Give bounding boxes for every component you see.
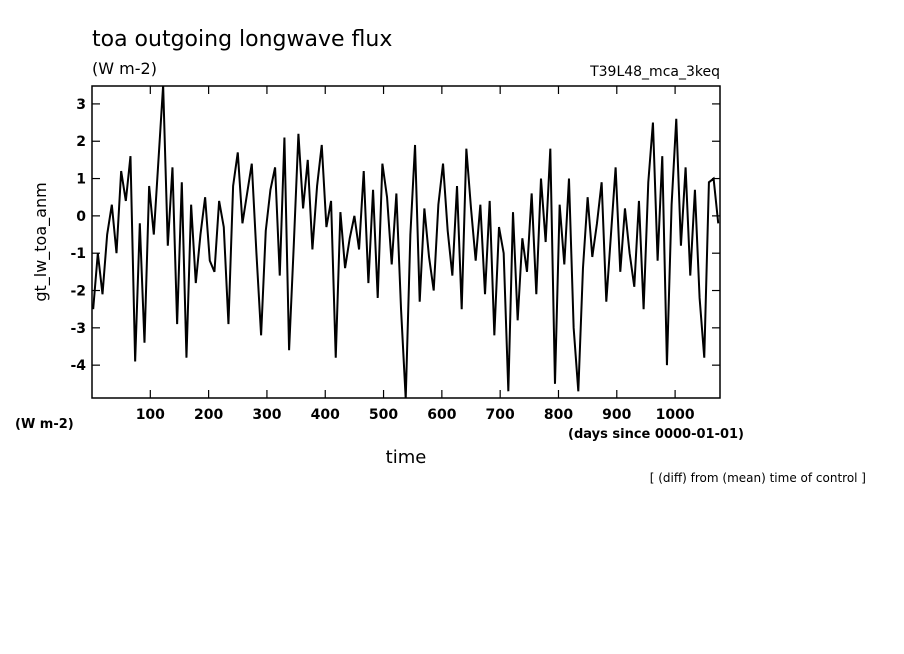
chart-title: toa outgoing longwave flux bbox=[92, 27, 392, 52]
y-tick-label: 3 bbox=[76, 97, 86, 113]
footnote: [ (diff) from (mean) time of control ] bbox=[650, 471, 866, 485]
y-tick-label: 2 bbox=[76, 134, 86, 150]
x-tick-label: 900 bbox=[602, 407, 631, 423]
y-tick-label: -4 bbox=[70, 358, 86, 374]
x-tick-label: 300 bbox=[252, 407, 281, 423]
x-tick-label: 200 bbox=[194, 407, 223, 423]
x-tick-label: 500 bbox=[369, 407, 398, 423]
x-tick-label: 600 bbox=[427, 407, 456, 423]
y-tick-label: 1 bbox=[76, 172, 86, 188]
run-label: T39L48_mca_3keq bbox=[589, 64, 720, 80]
x-units: (days since 0000-01-01) bbox=[568, 427, 744, 442]
y-units: (W m-2) bbox=[15, 417, 74, 432]
y-tick-label: -3 bbox=[70, 321, 86, 337]
x-tick-label: 700 bbox=[486, 407, 515, 423]
x-tick-label: 400 bbox=[311, 407, 340, 423]
data-line bbox=[92, 86, 720, 398]
y-tick-label: 0 bbox=[76, 209, 86, 225]
y-tick-label: -2 bbox=[70, 284, 86, 300]
x-tick-label: 100 bbox=[136, 407, 165, 423]
x-tick-label: 800 bbox=[544, 407, 573, 423]
y-axis-label: gt_lw_toa_anm bbox=[31, 182, 51, 301]
y-tick-label: -1 bbox=[70, 246, 86, 262]
units: (W m-2) bbox=[92, 59, 157, 78]
x-axis-label: time bbox=[386, 447, 427, 468]
x-tick-label: 1000 bbox=[656, 407, 695, 423]
